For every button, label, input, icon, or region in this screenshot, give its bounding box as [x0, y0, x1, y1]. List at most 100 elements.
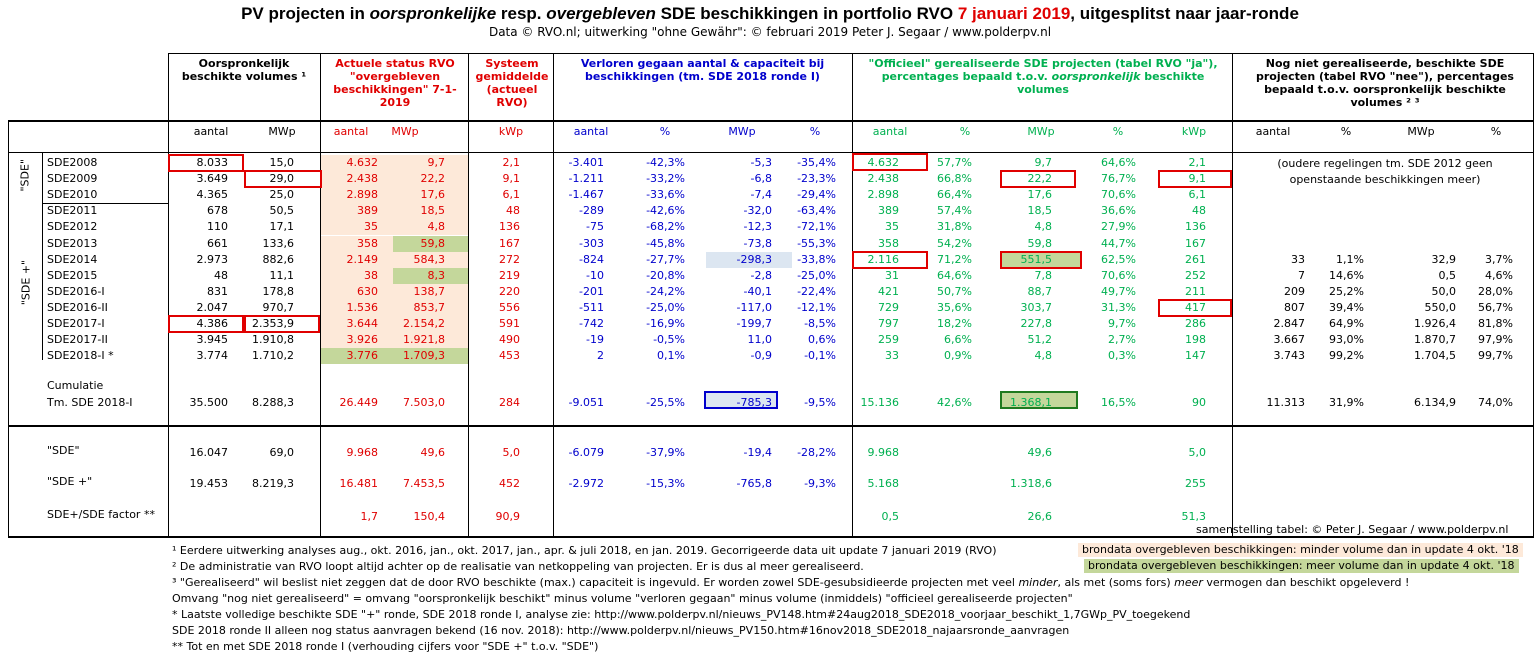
- cumulatie-cell: 16,5%: [1101, 396, 1136, 409]
- grid-line: [8, 152, 1534, 153]
- table-cell: 1.921,8: [403, 333, 445, 347]
- summary-cell: 0,5: [881, 510, 900, 523]
- header-original: Oorspronkelijk beschikte volumes ¹: [181, 57, 307, 83]
- table-cell: 99,7%: [1478, 349, 1513, 363]
- table-cell: -511: [579, 300, 604, 314]
- summary-cell: 150,4: [413, 510, 446, 523]
- cumulatie-cell: -785,3: [736, 396, 772, 409]
- table-cell: 0,6%: [808, 333, 836, 347]
- cumulatie-sublabel: Tm. SDE 2018-I: [47, 396, 133, 409]
- table-cell: -0,1%: [804, 349, 836, 363]
- table-cell: 490: [499, 333, 520, 347]
- table-cell: 2.438: [867, 172, 900, 186]
- table-cell: 1.910,8: [252, 333, 294, 347]
- table-cell: 2,1: [502, 156, 521, 169]
- table-cell: 2.149: [346, 252, 379, 266]
- table-cell: -742: [579, 317, 604, 330]
- cumulatie-cell: 284: [499, 396, 520, 409]
- cumulatie-cell: -25,5%: [646, 396, 685, 409]
- table-cell: 167: [1185, 236, 1206, 250]
- summary-cell: -9,3%: [804, 477, 836, 490]
- cumulatie-cell: 42,6%: [937, 396, 972, 409]
- table-cell: 417: [1185, 300, 1206, 314]
- table-cell: -303: [579, 236, 604, 250]
- footnote-2: ² De administratie van RVO loopt altijd …: [172, 560, 864, 573]
- highlight-box: [1000, 250, 1082, 269]
- summary-cell: 8.219,3: [252, 477, 294, 490]
- subheader-12: %: [1112, 125, 1124, 138]
- table-cell: 54,2%: [937, 236, 972, 250]
- summary-cell: 5,0: [502, 446, 521, 459]
- table-cell: 272: [499, 252, 520, 266]
- page-subtitle: Data © RVO.nl; uitwerking "ohne Gewähr":…: [488, 25, 1052, 39]
- cell-fill: [393, 203, 468, 220]
- table-cell: 7,8: [1034, 268, 1053, 282]
- summary-cell: 255: [1185, 477, 1206, 490]
- table-cell: -5,3: [750, 156, 772, 169]
- row-label: SDE2014: [47, 252, 98, 266]
- table-cell: 17,6: [1027, 188, 1053, 202]
- table-cell: 138,7: [413, 284, 446, 298]
- table-cell: -68,2%: [646, 220, 685, 234]
- cell-fill: [393, 251, 468, 268]
- table-cell: -298,3: [736, 252, 772, 266]
- summary-cell: -19,4: [743, 446, 772, 459]
- grid-line: [168, 53, 169, 538]
- table-cell: -63,4%: [797, 204, 836, 218]
- grid-line: [553, 53, 554, 538]
- credit-text: samenstelling tabel: © Peter J. Segaar /…: [1196, 523, 1509, 536]
- table-cell: 4.632: [346, 156, 379, 169]
- grid-line: [852, 53, 853, 538]
- table-cell: 227,8: [1020, 317, 1053, 330]
- table-cell: 2: [597, 349, 604, 363]
- table-cell: 6,1: [502, 188, 521, 202]
- table-cell: 38: [364, 268, 378, 282]
- footnote-5: * Laatste volledige beschikte SDE "+" ro…: [172, 608, 1191, 621]
- subheader-10: %: [959, 125, 971, 138]
- table-cell: 4,8: [427, 220, 446, 234]
- cell-fill: [1002, 392, 1076, 408]
- cell-fill: [320, 171, 393, 188]
- row-label: SDE2008: [47, 156, 98, 169]
- grid-line: [8, 120, 9, 538]
- cumulatie-label: Cumulatie: [47, 379, 104, 392]
- table-cell: 8.033: [196, 156, 229, 169]
- header-verloren: Verloren gegaan aantal & capaciteit bij …: [580, 57, 825, 83]
- table-cell: 17,6: [420, 188, 446, 202]
- table-cell: 358: [878, 236, 899, 250]
- cell-fill: [393, 283, 468, 300]
- summary-cell: 9.968: [867, 446, 900, 459]
- grid-line: [168, 53, 1534, 54]
- table-cell: 147: [1185, 349, 1206, 363]
- table-cell: -73,8: [743, 236, 772, 250]
- cumulatie-cell: 26.449: [339, 396, 379, 409]
- table-cell: 33: [1291, 252, 1305, 266]
- table-cell: 2.438: [346, 172, 379, 186]
- table-cell: 51,2: [1027, 333, 1053, 347]
- cell-fill: [320, 332, 393, 349]
- highlight-box: [1158, 170, 1232, 189]
- grid-line: [1533, 53, 1534, 538]
- row-label: SDE2015: [47, 268, 98, 282]
- cell-fill: [320, 219, 393, 236]
- header-officieel: "Officieel" gerealiseerde SDE projecten …: [868, 57, 1218, 96]
- highlight-box: [168, 154, 244, 172]
- table-cell: 630: [357, 284, 378, 298]
- table-cell: -42,6%: [646, 204, 685, 218]
- cell-fill: [1002, 251, 1080, 268]
- table-cell: 36,6%: [1101, 204, 1136, 218]
- table-cell: 50,7%: [937, 284, 972, 298]
- summary-cell: 49,6: [420, 446, 446, 459]
- table-cell: 133,6: [262, 236, 295, 250]
- table-cell: 66,4%: [937, 188, 972, 202]
- grid-line: [468, 53, 469, 538]
- table-cell: 797: [878, 317, 899, 330]
- subheader-8: %: [809, 125, 821, 138]
- table-cell: 64,6%: [1101, 156, 1136, 169]
- table-cell: 50,0: [1431, 284, 1457, 298]
- table-cell: -19: [586, 333, 604, 347]
- table-cell: -75: [586, 220, 604, 234]
- table-cell: 70,6%: [1101, 268, 1136, 282]
- table-cell: 807: [1284, 300, 1305, 314]
- table-cell: -32,0: [743, 204, 772, 218]
